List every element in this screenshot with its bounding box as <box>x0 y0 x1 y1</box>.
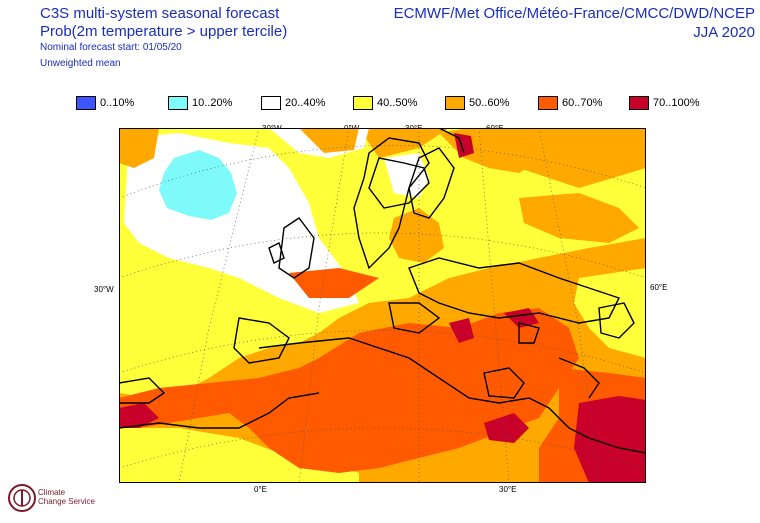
legend-swatch <box>76 96 96 110</box>
lon-label-bottom: 30°E <box>499 485 517 494</box>
legend-swatch <box>168 96 188 110</box>
legend-label: 40..50% <box>377 97 418 109</box>
region-70-100 <box>574 396 646 483</box>
legend-label: 0..10% <box>100 97 135 109</box>
season-title: JJA 2020 <box>693 24 755 41</box>
legend-swatch <box>629 96 649 110</box>
legend-label: 10..20% <box>192 97 233 109</box>
region-20-40 <box>384 153 429 198</box>
lon-label-right: 60°E <box>650 283 668 292</box>
forecast-start: Nominal forecast start: 01/05/20 <box>40 42 182 53</box>
lon-label-bottom: 0°E <box>254 485 267 494</box>
graticule <box>119 128 646 483</box>
legend-item: 10..20% <box>168 96 232 110</box>
legend-swatch <box>538 96 558 110</box>
c3s-logo <box>5 478 115 518</box>
region-70-100 <box>504 308 539 328</box>
legend-item: 50..60% <box>445 96 509 110</box>
mean-type: Unweighted mean <box>40 58 121 69</box>
page-title: C3S multi-system seasonal forecast <box>40 5 280 22</box>
region-70-100 <box>119 403 159 428</box>
map-svg <box>119 128 646 483</box>
region-40-50 <box>119 428 359 483</box>
legend-item: 0..10% <box>76 96 134 110</box>
legend-label: 60..70% <box>562 97 603 109</box>
lon-label-left: 30°W <box>94 285 114 294</box>
region-60-70 <box>119 308 579 473</box>
forecast-map <box>119 128 646 483</box>
legend-swatch <box>445 96 465 110</box>
legend: 0..10% 10..20% 20..40% 40..50% 50..60% 6… <box>76 96 716 112</box>
logo-line2: Change Service <box>38 497 95 506</box>
header-right: ECMWF/Met Office/Météo-France/CMCC/DWD/N… <box>394 4 755 42</box>
region-40-50 <box>574 268 646 358</box>
logo-line1: Climate <box>38 488 66 497</box>
region-50-60 <box>299 128 359 153</box>
region-50-60 <box>389 208 444 263</box>
legend-swatch <box>261 96 281 110</box>
region-60-70 <box>289 268 379 298</box>
legend-label: 20..40% <box>285 97 326 109</box>
legend-swatch <box>353 96 373 110</box>
coastlines <box>119 128 646 454</box>
region-50-60 <box>119 128 159 168</box>
header-left: C3S multi-system seasonal forecast Prob(… <box>40 4 287 73</box>
map-frame <box>119 128 646 483</box>
legend-item: 20..40% <box>261 96 325 110</box>
climate-logo-icon <box>8 484 36 512</box>
region-50-60 <box>519 193 639 243</box>
legend-label: 50..60% <box>469 97 510 109</box>
legend-item: 40..50% <box>353 96 417 110</box>
legend-item: 70..100% <box>629 96 699 110</box>
centres-title: ECMWF/Met Office/Météo-France/CMCC/DWD/N… <box>393 5 755 22</box>
variable-title: Prob(2m temperature > upper tercile) <box>40 23 288 40</box>
logo-text: Climate Change Service <box>38 488 95 506</box>
legend-item: 60..70% <box>538 96 602 110</box>
region-10-20 <box>159 150 237 220</box>
legend-label: 70..100% <box>653 97 700 109</box>
region-70-100 <box>449 318 474 343</box>
